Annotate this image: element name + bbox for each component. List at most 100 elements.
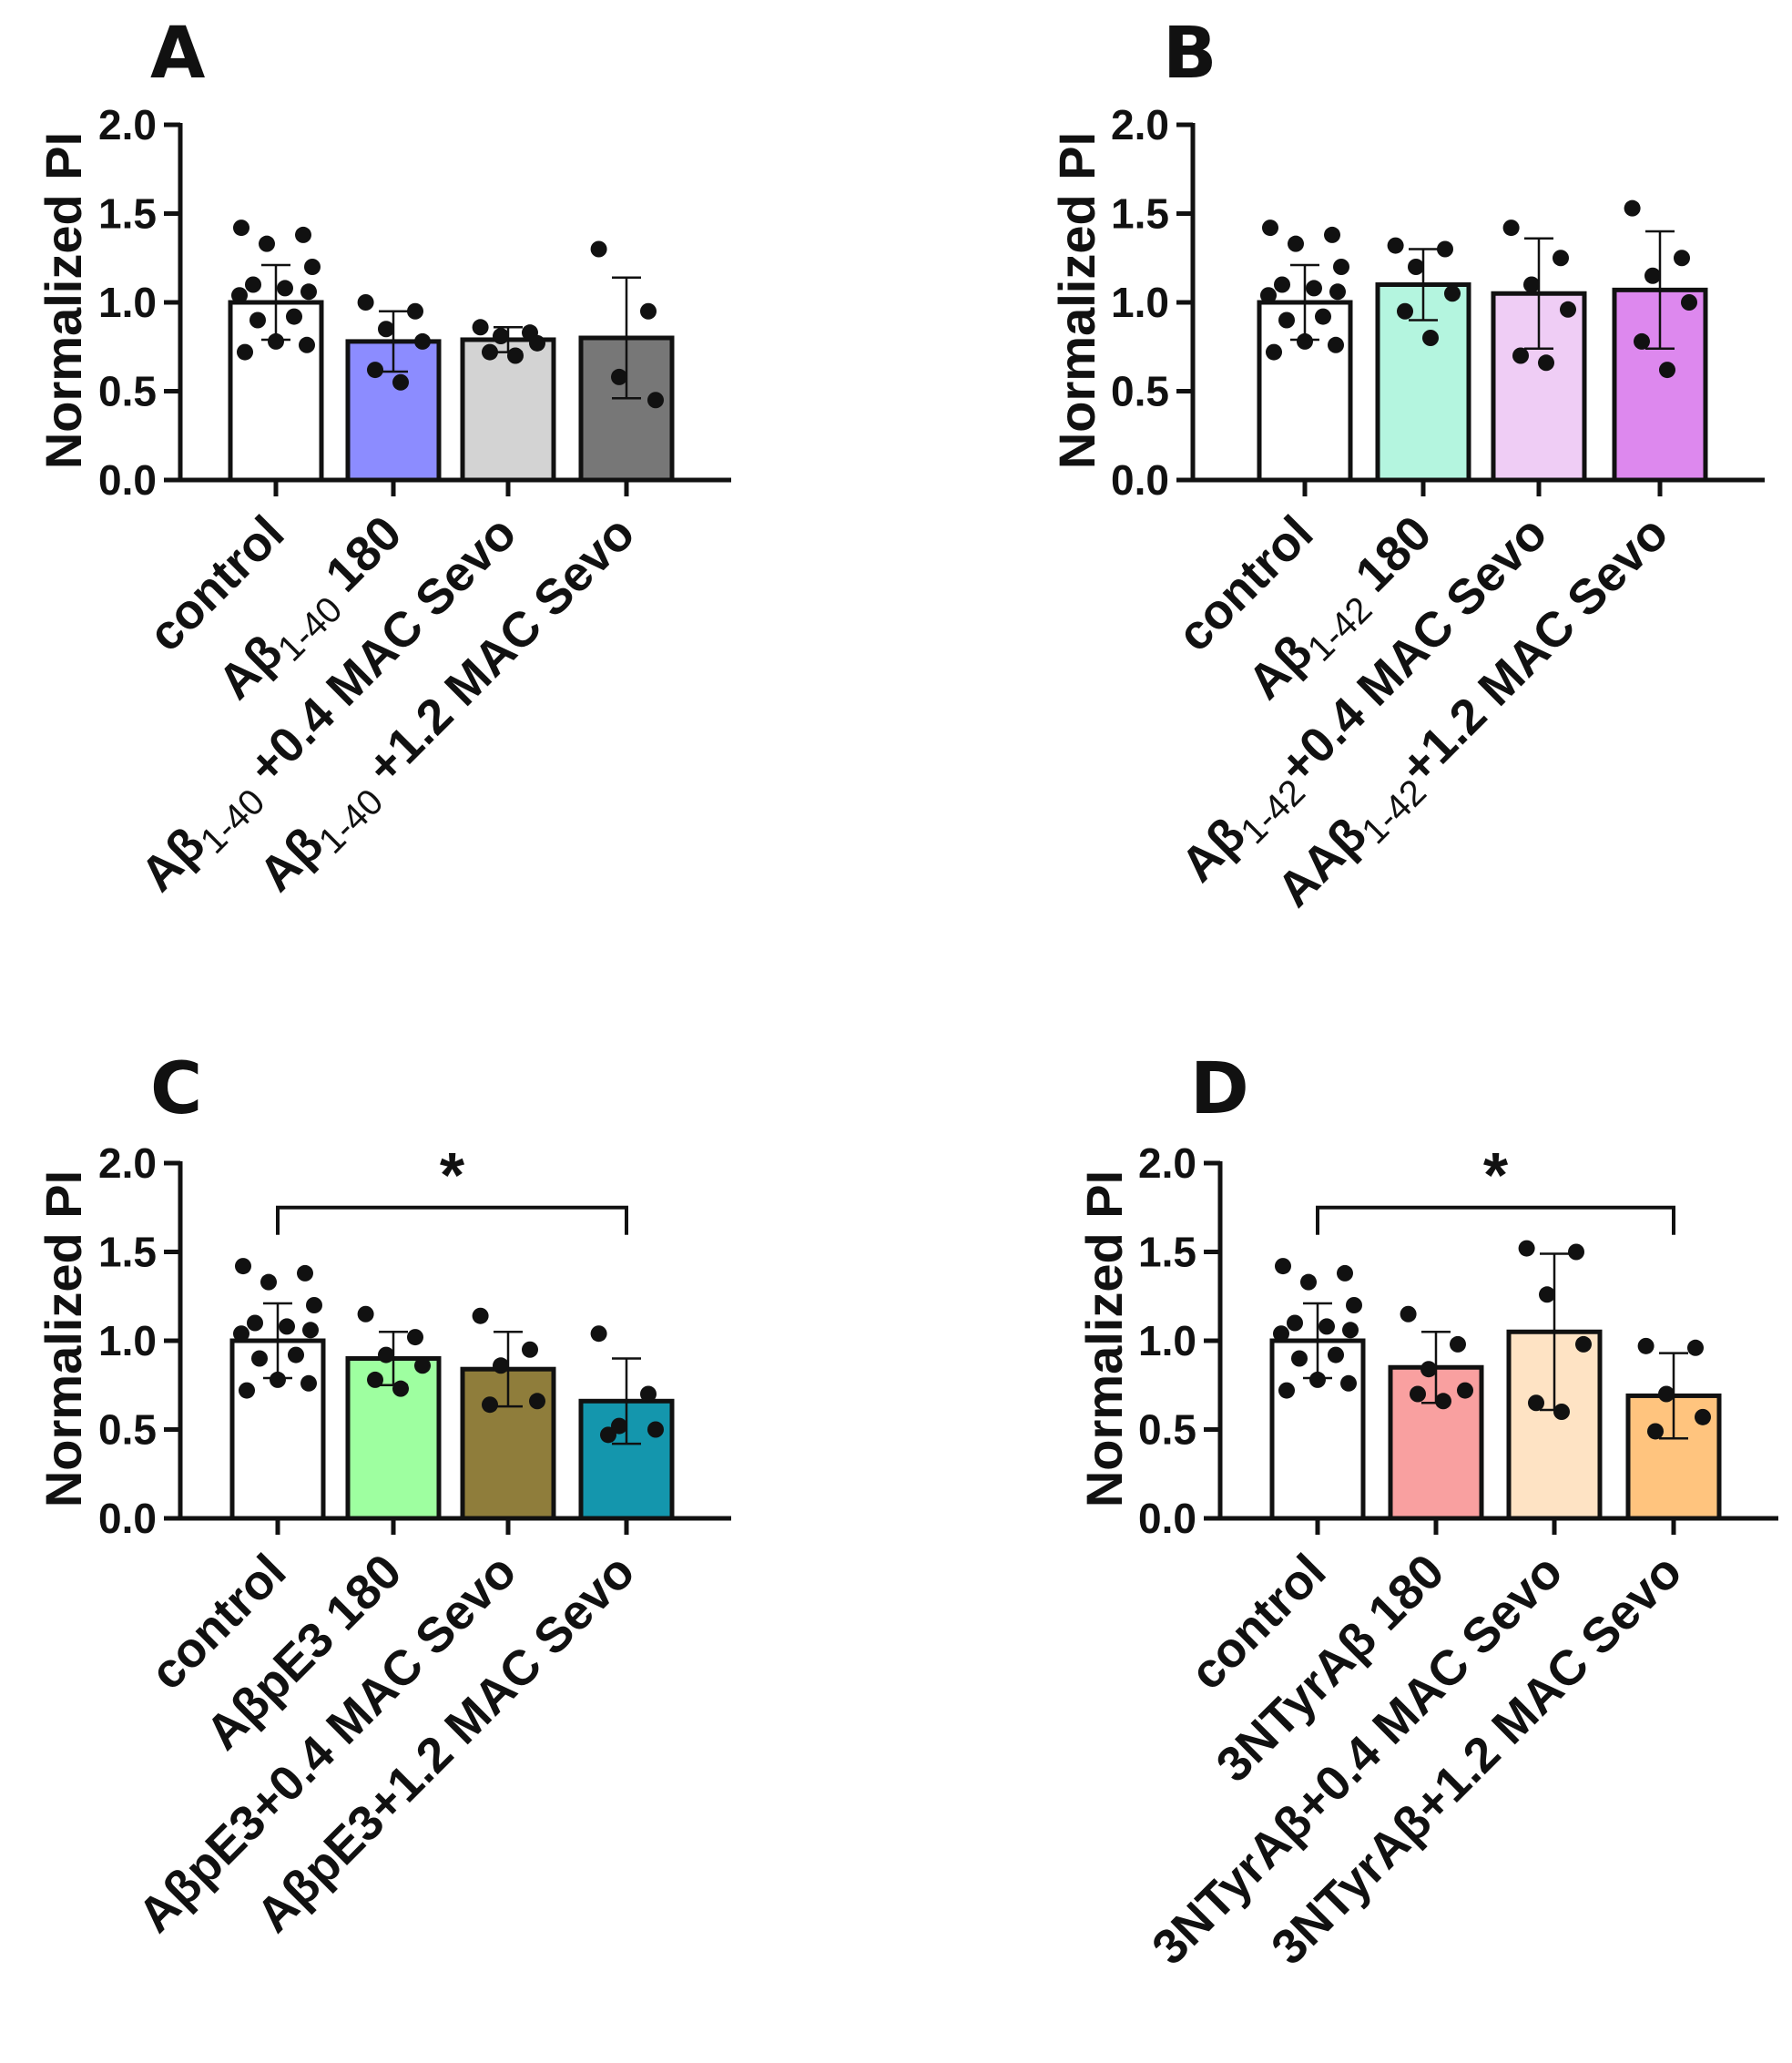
data-point [1568, 1243, 1584, 1261]
data-point [1528, 1394, 1544, 1412]
data-point [1287, 1314, 1303, 1332]
significance-star: * [440, 1139, 465, 1210]
data-point [1400, 1305, 1417, 1323]
data-point [279, 1318, 295, 1335]
data-point [295, 226, 311, 243]
panel-letter: C [150, 1048, 202, 1130]
data-point [286, 308, 302, 325]
data-point [235, 1258, 251, 1275]
y-tick-label: 2.0 [1138, 1139, 1196, 1187]
data-point [392, 1380, 409, 1397]
data-point [392, 373, 409, 391]
y-tick-label: 0.0 [1111, 456, 1169, 504]
data-point [1624, 199, 1641, 217]
data-point [529, 334, 545, 352]
data-point [260, 1273, 277, 1291]
data-point [1328, 336, 1344, 353]
data-point [306, 1297, 322, 1313]
y-tick-label: 2.0 [98, 1139, 157, 1187]
y-tick-label: 1.5 [1111, 190, 1169, 238]
x-category-label: control [1167, 506, 1324, 662]
data-point [251, 1350, 268, 1367]
data-point [239, 1382, 255, 1399]
significance-star: * [1483, 1139, 1509, 1210]
x-category-label: control [138, 506, 295, 662]
panel-letter: A [150, 13, 205, 95]
data-point [1337, 1264, 1353, 1282]
data-point [1262, 220, 1278, 237]
data-point [1278, 1382, 1295, 1399]
data-point [1637, 1337, 1655, 1354]
data-point [493, 328, 509, 345]
data-point [302, 1322, 319, 1339]
significance-bracket [1316, 1205, 1675, 1235]
data-point [237, 343, 253, 361]
data-point [1346, 1297, 1362, 1313]
data-point [268, 332, 284, 350]
data-point [507, 347, 524, 364]
data-point [1647, 1423, 1664, 1440]
data-point [1420, 1361, 1437, 1378]
data-point [1658, 1385, 1675, 1403]
data-point [288, 1346, 304, 1363]
y-tick-label: 1.0 [98, 279, 157, 326]
data-point [1422, 330, 1439, 346]
data-point [1518, 1240, 1535, 1257]
data-point [1342, 1322, 1359, 1339]
data-point [1457, 1382, 1473, 1399]
data-point [472, 1307, 489, 1324]
data-point [233, 1325, 249, 1343]
data-point [259, 235, 275, 252]
y-tick-label: 1.0 [1138, 1317, 1196, 1364]
data-point [247, 1314, 263, 1332]
significance-bracket [276, 1205, 628, 1235]
y-tick-label: 2.0 [98, 101, 157, 148]
data-point [611, 1417, 627, 1435]
y-tick-label: 0.0 [98, 1495, 157, 1542]
data-point [304, 259, 321, 275]
data-point [1274, 276, 1290, 293]
data-point [367, 1371, 383, 1388]
data-point [1387, 237, 1404, 254]
data-point [472, 319, 489, 336]
y-tick-label: 2.0 [1111, 101, 1169, 148]
data-point [590, 1325, 607, 1343]
data-point [1575, 1335, 1592, 1353]
data-point [1260, 287, 1277, 304]
data-point [590, 240, 607, 258]
data-point [1512, 347, 1529, 364]
data-point [1333, 259, 1349, 275]
data-point [1328, 1346, 1344, 1363]
data-point [482, 343, 498, 361]
data-point [378, 321, 394, 338]
y-tick-label: 0.5 [1138, 1406, 1196, 1454]
y-tick-label: 0.0 [1138, 1495, 1196, 1542]
data-point [231, 287, 248, 304]
data-point [357, 294, 374, 311]
y-axis-label: Normalized PI [35, 132, 92, 469]
y-tick-label: 1.5 [1138, 1229, 1196, 1276]
data-point [300, 1374, 317, 1392]
data-point [270, 1371, 286, 1388]
data-point [1538, 354, 1554, 372]
data-point [277, 280, 293, 297]
data-point [407, 1329, 423, 1346]
data-point [245, 276, 261, 293]
data-point [233, 220, 249, 237]
data-point [529, 1393, 545, 1410]
data-point [1644, 267, 1661, 284]
data-point [522, 1341, 538, 1358]
data-point [647, 1421, 664, 1438]
data-point [1319, 1318, 1335, 1335]
data-point [1553, 250, 1569, 267]
data-point [367, 362, 383, 379]
y-axis-label: Normalized PI [1048, 132, 1105, 469]
data-point [482, 1396, 498, 1414]
y-tick-label: 0.5 [98, 368, 157, 415]
data-point [640, 1385, 657, 1403]
data-point [1687, 1339, 1704, 1356]
data-point [1306, 280, 1322, 297]
data-point [249, 311, 266, 329]
